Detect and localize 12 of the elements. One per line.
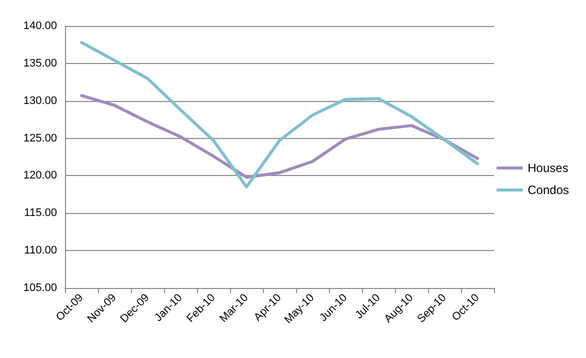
y-tick-label: 130.00 (23, 94, 57, 107)
y-tick-label: 135.00 (23, 57, 57, 70)
y-tick-label: 110.00 (24, 244, 57, 257)
line-series (80, 40, 479, 188)
line-series (80, 94, 479, 179)
y-tick-label: 140.00 (23, 20, 57, 32)
y-tick-label: 125.00 (23, 132, 57, 144)
legend-label: Condos (528, 183, 570, 197)
y-tick-label: 120.00 (23, 170, 57, 182)
y-tick-label: 115.00 (24, 207, 57, 220)
y-tick-label: 105.00 (23, 282, 57, 294)
legend-label: Houses (528, 161, 568, 175)
